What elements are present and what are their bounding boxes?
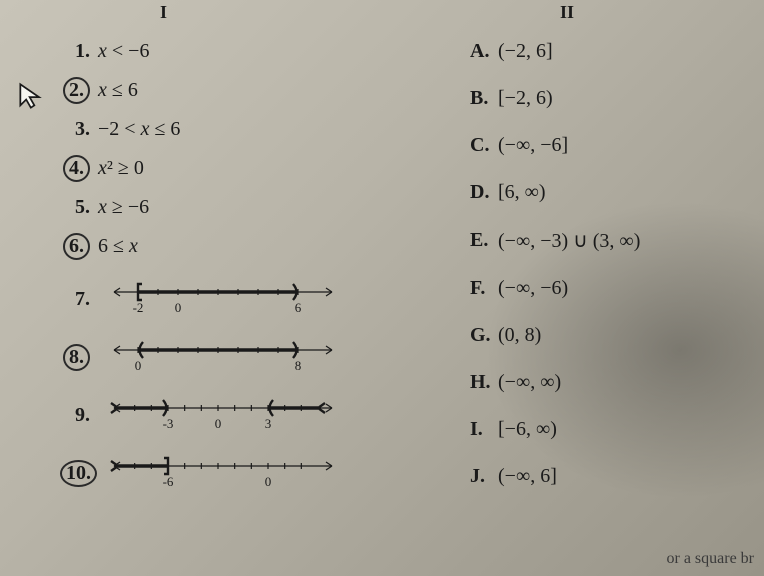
problem-6: 6. 6 ≤ x bbox=[60, 233, 380, 260]
interval-notation: (−∞, ∞) bbox=[498, 371, 730, 394]
number-line: -2 0 6 bbox=[108, 278, 338, 318]
interval-notation: [6, ∞) bbox=[498, 181, 730, 204]
problem-number: 8. bbox=[60, 344, 90, 371]
svg-text:-6: -6 bbox=[163, 474, 174, 489]
interval-notation: (−∞, −6) bbox=[498, 277, 730, 300]
problem-number: 6. bbox=[60, 233, 90, 260]
cursor-icon bbox=[18, 82, 46, 110]
problem-1: 1. x < −6 bbox=[60, 40, 380, 63]
answer-G: G.(0, 8) bbox=[470, 324, 730, 347]
expression: x ≤ 6 bbox=[98, 79, 380, 102]
svg-text:0: 0 bbox=[135, 358, 142, 373]
problem-9: 9. -3 0 3 bbox=[60, 390, 380, 440]
answer-letter: I. bbox=[470, 418, 498, 441]
answer-C: C.(−∞, −6] bbox=[470, 134, 730, 157]
answer-letter: G. bbox=[470, 324, 498, 347]
answer-B: B.[−2, 6) bbox=[470, 87, 730, 110]
expression: x ≥ −6 bbox=[98, 196, 380, 219]
number-line: 08 bbox=[108, 336, 338, 376]
answer-A: A.(−2, 6] bbox=[470, 40, 730, 63]
answer-letter: H. bbox=[470, 371, 498, 394]
svg-text:0: 0 bbox=[215, 416, 222, 431]
problem-number: 2. bbox=[60, 77, 90, 104]
svg-text:-3: -3 bbox=[163, 416, 174, 431]
interval-notation: (−∞, −6] bbox=[498, 134, 730, 157]
answer-I: I.[−6, ∞) bbox=[470, 418, 730, 441]
problem-number: 9. bbox=[60, 404, 90, 427]
footer-fragment: or a square br bbox=[666, 550, 754, 568]
expression: −2 < x ≤ 6 bbox=[98, 118, 380, 141]
problem-number: 1. bbox=[60, 40, 90, 63]
answer-letter: E. bbox=[470, 229, 498, 252]
number-line: -6 0 bbox=[108, 452, 338, 492]
interval-notation: [−2, 6) bbox=[498, 87, 730, 110]
answer-letter: B. bbox=[470, 87, 498, 110]
number-line: -3 0 3 bbox=[108, 394, 338, 434]
problem-number: 3. bbox=[60, 118, 90, 141]
problem-2: 2. x ≤ 6 bbox=[60, 77, 380, 104]
answer-letter: C. bbox=[470, 134, 498, 157]
column-header-right: II bbox=[560, 2, 574, 23]
answer-D: D.[6, ∞) bbox=[470, 181, 730, 204]
expression: 6 ≤ x bbox=[98, 235, 380, 258]
interval-notation: [−6, ∞) bbox=[498, 418, 730, 441]
expression: x < −6 bbox=[98, 40, 380, 63]
svg-text:8: 8 bbox=[295, 358, 302, 373]
right-column: A.(−2, 6]B.[−2, 6)C.(−∞, −6]D.[6, ∞)E.(−… bbox=[470, 40, 730, 512]
answer-letter: D. bbox=[470, 181, 498, 204]
problem-number: 7. bbox=[60, 288, 90, 311]
answer-letter: A. bbox=[470, 40, 498, 63]
svg-text:0: 0 bbox=[175, 300, 182, 315]
worksheet-page: I II 1. x < −6 2. x ≤ 6 3. −2 < x ≤ 6 4. x² ≥ 0… bbox=[0, 0, 764, 576]
problem-8: 8.08 bbox=[60, 332, 380, 382]
answer-letter: F. bbox=[470, 277, 498, 300]
answer-E: E.(−∞, −3) ∪ (3, ∞) bbox=[470, 228, 730, 253]
problem-number: 4. bbox=[60, 155, 90, 182]
svg-text:3: 3 bbox=[265, 416, 272, 431]
interval-notation: (0, 8) bbox=[498, 324, 730, 347]
interval-notation: (−∞, −3) ∪ (3, ∞) bbox=[498, 228, 730, 253]
svg-text:6: 6 bbox=[295, 300, 302, 315]
interval-notation: (−2, 6] bbox=[498, 40, 730, 63]
number-line-container: -6 0 bbox=[98, 448, 380, 498]
left-column: 1. x < −6 2. x ≤ 6 3. −2 < x ≤ 6 4. x² ≥ 0 5. x ≥… bbox=[60, 40, 380, 506]
interval-notation: (−∞, 6] bbox=[498, 465, 730, 488]
problem-number: 10. bbox=[60, 460, 90, 487]
problem-3: 3. −2 < x ≤ 6 bbox=[60, 118, 380, 141]
problem-7: 7. -2 0 6 bbox=[60, 274, 380, 324]
problem-4: 4. x² ≥ 0 bbox=[60, 155, 380, 182]
column-header-left: I bbox=[160, 2, 167, 23]
svg-text:-2: -2 bbox=[133, 300, 144, 315]
problem-number: 5. bbox=[60, 196, 90, 219]
number-line-container: -2 0 6 bbox=[98, 274, 380, 324]
answer-F: F.(−∞, −6) bbox=[470, 277, 730, 300]
problem-5: 5. x ≥ −6 bbox=[60, 196, 380, 219]
expression: x² ≥ 0 bbox=[98, 157, 380, 180]
number-line-container: 08 bbox=[98, 332, 380, 382]
svg-text:0: 0 bbox=[265, 474, 272, 489]
number-line-container: -3 0 3 bbox=[98, 390, 380, 440]
answer-H: H.(−∞, ∞) bbox=[470, 371, 730, 394]
answer-letter: J. bbox=[470, 465, 498, 488]
problem-10: 10. -6 0 bbox=[60, 448, 380, 498]
answer-J: J.(−∞, 6] bbox=[470, 465, 730, 488]
